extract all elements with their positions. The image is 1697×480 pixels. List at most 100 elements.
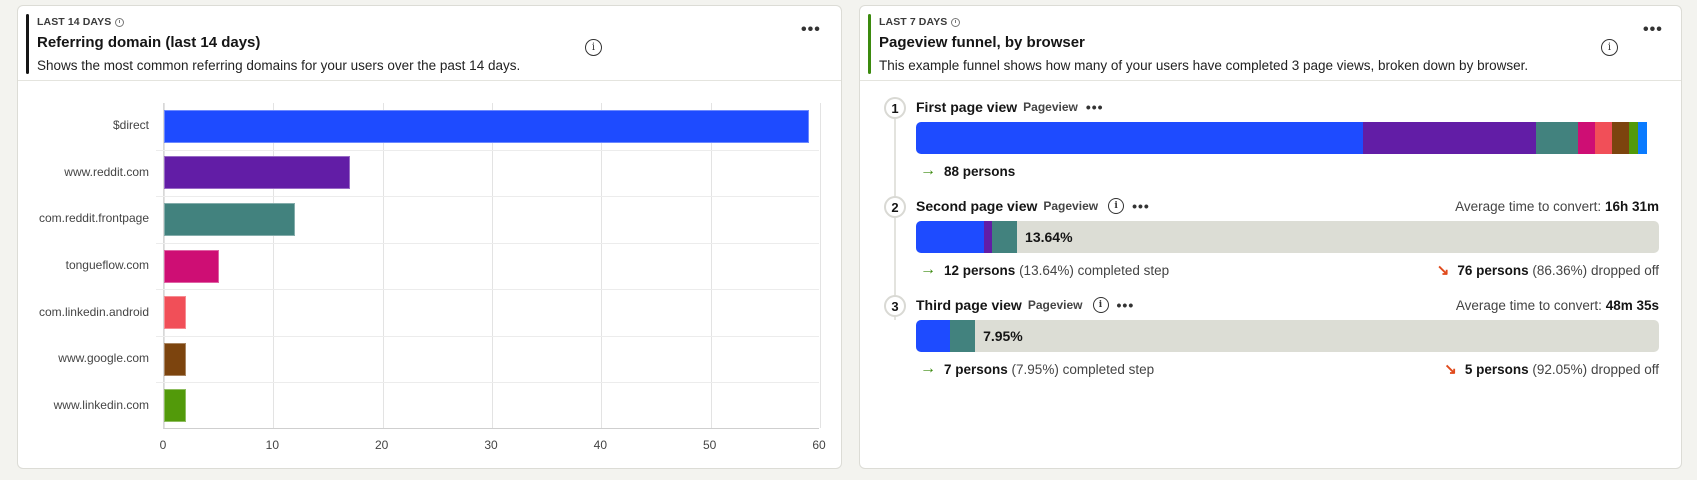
funnel-bar[interactable] — [916, 320, 1659, 352]
x-tick-label: 60 — [812, 438, 826, 452]
x-tick-label: 20 — [374, 438, 389, 452]
breakdown-segment[interactable] — [949, 320, 976, 352]
bar-www-reddit-com[interactable] — [164, 156, 350, 190]
step-number-badge: 1 — [884, 97, 906, 119]
completed-pct: (13.64%) — [1019, 262, 1074, 278]
y-category-label: www.linkedin.com — [53, 397, 149, 412]
step-event: Pageview — [1027, 298, 1083, 312]
y-gridline — [156, 335, 819, 337]
x-tick-label: 40 — [593, 438, 608, 452]
y-gridline — [156, 382, 819, 384]
date-range-text: LAST 14 DAYS — [37, 16, 112, 28]
more-options-icon[interactable]: ••• — [1116, 297, 1135, 313]
card-title[interactable]: Pageview funnel, by browser — [879, 34, 1085, 51]
more-options-icon[interactable]: ••• — [1643, 21, 1663, 38]
info-icon[interactable]: i — [1092, 297, 1109, 313]
breakdown-segment[interactable] — [1363, 122, 1536, 154]
x-tick-label: 0 — [159, 438, 167, 452]
more-options-icon[interactable]: ••• — [1132, 198, 1150, 214]
x-tick-label: 30 — [484, 438, 498, 452]
avg-label: Average time to convert: — [1455, 298, 1602, 313]
breakdown-segment[interactable] — [916, 122, 1364, 154]
x-gridline — [273, 103, 275, 428]
dropped-persons[interactable]: 5 persons — [1464, 361, 1529, 377]
dropped-pct: (86.36%) — [1532, 262, 1588, 278]
card-header: LAST 7 DAYS Pageview funnel, by browser … — [860, 6, 1681, 81]
step-event: Pageview — [1023, 100, 1078, 114]
breakdown-segment[interactable] — [1595, 122, 1613, 154]
funnel-bar[interactable] — [916, 221, 1659, 253]
funnel-connector-line — [894, 118, 896, 320]
y-gridline — [156, 149, 819, 151]
dropped-summary: ↘ 76 persons (86.36%) dropped off — [1437, 261, 1659, 279]
bar-tongueflow-com[interactable] — [164, 249, 219, 283]
bar-com-reddit-frontpage[interactable] — [164, 202, 296, 236]
more-options-icon[interactable]: ••• — [801, 21, 821, 38]
date-range-label: LAST 14 DAYS — [37, 16, 125, 28]
completed-suffix: completed step — [1062, 361, 1155, 377]
card-accent-bar — [868, 14, 871, 74]
breakdown-segment[interactable] — [1629, 122, 1639, 154]
step-title: First page view Pageview ••• — [916, 99, 1104, 115]
card-description: This example funnel shows how many of yo… — [879, 58, 1529, 73]
y-category-label: $direct — [112, 118, 149, 133]
bar--direct[interactable] — [164, 109, 810, 143]
breakdown-segment[interactable] — [916, 221, 984, 253]
arrow-right-icon: → — [920, 261, 936, 278]
x-gridline — [601, 103, 603, 428]
dropped-suffix: dropped off — [1590, 262, 1659, 278]
dropped-suffix: dropped off — [1590, 361, 1659, 377]
arrow-right-icon: → — [920, 162, 936, 179]
completed-persons[interactable]: 7 persons — [944, 361, 1008, 377]
y-gridline — [156, 289, 819, 291]
breakdown-segment[interactable] — [1535, 122, 1578, 154]
bar-www-google-com[interactable] — [164, 342, 186, 376]
breakdown-segment[interactable] — [1578, 122, 1596, 154]
arrow-right-icon: → — [920, 360, 936, 377]
info-icon[interactable]: i — [1601, 39, 1618, 56]
chart-plot-area — [156, 103, 821, 429]
y-category-label: www.google.com — [58, 351, 149, 366]
completed-summary: → 88 persons — [920, 162, 1015, 180]
info-icon[interactable]: i — [1108, 198, 1125, 214]
breakdown-segment[interactable] — [1612, 122, 1630, 154]
breakdown-segment[interactable] — [991, 221, 1018, 253]
step-event: Pageview — [1043, 199, 1099, 213]
completed-summary: → 7 persons (7.95%) completed step — [920, 360, 1154, 378]
referring-domain-card: LAST 14 DAYS Referring domain (last 14 d… — [17, 5, 842, 469]
card-description: Shows the most common referring domains … — [37, 58, 521, 73]
y-category-label: tongueflow.com — [65, 258, 149, 272]
x-gridline — [710, 103, 712, 428]
breakdown-segment[interactable] — [1638, 122, 1648, 154]
avg-value: 16h 31m — [1604, 199, 1659, 214]
completed-pct: (7.95%) — [1011, 361, 1059, 377]
dropped-pct: (92.05%) — [1532, 361, 1588, 377]
conversion-percentage: 13.64% — [1025, 229, 1073, 245]
info-icon[interactable]: i — [585, 39, 602, 56]
more-options-icon[interactable]: ••• — [1085, 99, 1104, 115]
x-gridline — [820, 103, 821, 428]
completed-persons[interactable]: 88 persons — [944, 163, 1016, 179]
pageview-funnel-card: LAST 7 DAYS Pageview funnel, by browser … — [859, 5, 1682, 469]
completed-suffix: completed step — [1077, 262, 1170, 278]
avg-time-to-convert: Average time to convert: 48m 35s — [1456, 298, 1659, 313]
step-title: Third page view Pageview i ••• — [916, 297, 1134, 313]
conversion-percentage: 7.95% — [983, 328, 1023, 344]
x-gridline — [492, 103, 493, 428]
dropped-persons[interactable]: 76 persons — [1457, 262, 1529, 278]
bar-www-linkedin-com[interactable] — [164, 389, 186, 423]
step-name: First page view — [916, 99, 1018, 115]
avg-time-to-convert: Average time to convert: 16h 31m — [1455, 199, 1659, 214]
y-category-label: com.linkedin.android — [38, 304, 149, 319]
breakdown-segment[interactable] — [916, 320, 950, 352]
completed-persons[interactable]: 12 persons — [944, 262, 1016, 278]
y-category-label: www.reddit.com — [64, 164, 149, 179]
completed-summary: → 12 persons (13.64%) completed step — [920, 261, 1169, 279]
bar-com-linkedin-android[interactable] — [164, 296, 186, 330]
arrow-down-right-icon: ↘ — [1444, 361, 1457, 378]
card-title[interactable]: Referring domain (last 14 days) — [37, 34, 261, 51]
y-category-label: com.reddit.frontpage — [38, 211, 149, 226]
clock-icon — [115, 17, 125, 27]
breakdown-segment[interactable] — [983, 221, 992, 253]
funnel-bar[interactable] — [916, 122, 1659, 154]
